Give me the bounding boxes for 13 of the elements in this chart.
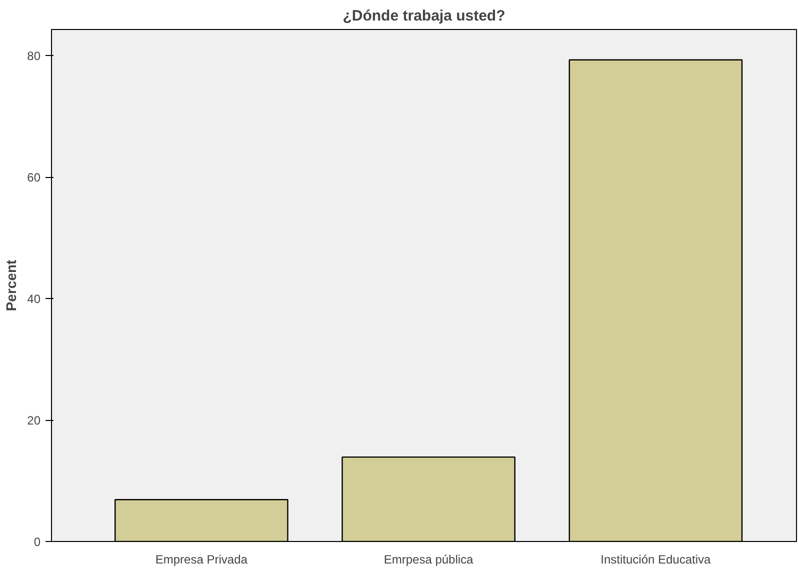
chart-title: ¿Dónde trabaja usted?: [342, 8, 506, 24]
bar: [114, 498, 288, 542]
y-tick-label: 80: [27, 49, 41, 64]
bar: [568, 59, 743, 542]
x-tick-label: Institución Educativa: [600, 552, 712, 566]
y-tick-label: 40: [27, 292, 41, 306]
y-tick-label: 0: [34, 535, 41, 549]
y-tick-label: 20: [27, 414, 41, 428]
y-axis-title: Percent: [3, 259, 20, 312]
x-tick-label: Emrpesa pública: [384, 552, 474, 566]
y-tick-label: 60: [27, 170, 41, 185]
x-tick-label: Empresa Privada: [155, 552, 248, 566]
bar: [342, 456, 516, 542]
